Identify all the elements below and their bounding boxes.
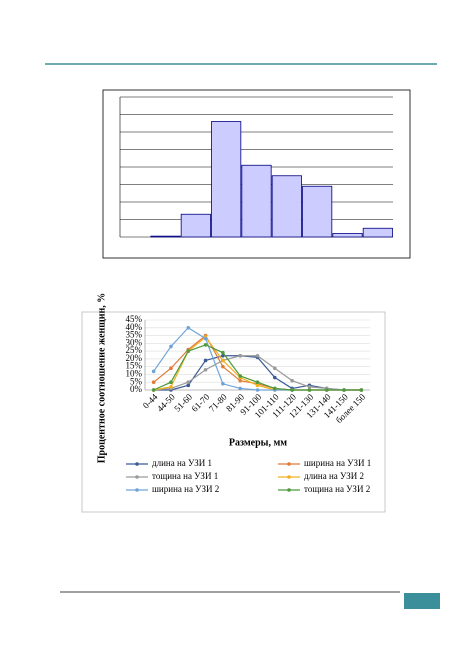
- point: [238, 378, 242, 383]
- y-tick-label: 5%: [130, 376, 143, 386]
- point: [221, 350, 225, 355]
- y-tick-label: 0%: [130, 384, 143, 394]
- point: [342, 388, 346, 392]
- point: [186, 380, 191, 385]
- point: [307, 385, 312, 389]
- y-tick-label: 35%: [126, 330, 143, 340]
- point: [238, 386, 242, 391]
- point: [186, 325, 191, 330]
- legend-label: длина на УЗИ 2: [304, 471, 364, 481]
- legend-marker: [135, 488, 139, 492]
- point: [169, 385, 173, 389]
- point: [290, 378, 294, 383]
- legend-label: длина на УЗИ 1: [152, 458, 212, 468]
- y-tick-label: 25%: [126, 345, 143, 355]
- bar: [211, 121, 242, 238]
- point: [324, 388, 329, 392]
- y-tick-label: 40%: [126, 322, 143, 332]
- y-tick-label: 45%: [126, 314, 143, 324]
- y-tick-label: 10%: [126, 369, 143, 379]
- point: [151, 369, 156, 374]
- point: [203, 367, 208, 372]
- point: [203, 343, 208, 347]
- x-axis-title: Размеры, мм: [229, 437, 287, 448]
- point: [169, 344, 173, 349]
- point: [255, 388, 260, 392]
- y-tick-label: 30%: [126, 337, 143, 347]
- point: [169, 380, 173, 385]
- point: [273, 375, 277, 380]
- point: [186, 383, 191, 388]
- point: [238, 374, 242, 378]
- legend-label: ширина на УЗИ 1: [304, 458, 371, 468]
- point: [203, 336, 208, 341]
- legend-marker: [287, 475, 291, 479]
- point: [169, 366, 173, 371]
- legend-marker: [135, 475, 139, 479]
- point: [273, 366, 277, 371]
- point: [151, 388, 156, 392]
- point: [273, 386, 277, 391]
- point: [221, 381, 225, 386]
- point: [255, 383, 260, 388]
- y-tick-label: 15%: [126, 361, 143, 371]
- point: [203, 358, 208, 363]
- legend-label: ширина на УЗИ 2: [152, 484, 219, 494]
- point: [221, 358, 225, 363]
- y-axis-title: Процентное соотношение женщин, %: [96, 293, 107, 464]
- legend-label: тощина на УЗИ 2: [304, 484, 370, 494]
- page-badge: [404, 593, 440, 609]
- bar: [302, 185, 333, 238]
- point: [238, 353, 242, 358]
- legend-label: тощина на УЗИ 1: [152, 471, 218, 481]
- point: [151, 380, 156, 385]
- bar: [362, 227, 393, 238]
- y-tick-label: 20%: [126, 353, 143, 363]
- bar: [332, 233, 363, 238]
- point: [255, 353, 260, 358]
- bar: [180, 213, 211, 238]
- point: [221, 364, 225, 369]
- legend-marker: [287, 462, 291, 466]
- legend-marker: [287, 488, 291, 492]
- point: [359, 388, 364, 392]
- point: [186, 349, 191, 353]
- bar: [150, 235, 181, 238]
- legend-marker: [135, 462, 139, 466]
- point: [255, 380, 260, 385]
- bar: [241, 164, 272, 238]
- chart-frame: [81, 311, 386, 513]
- point: [307, 388, 312, 392]
- bar: [271, 175, 302, 238]
- point: [290, 388, 294, 392]
